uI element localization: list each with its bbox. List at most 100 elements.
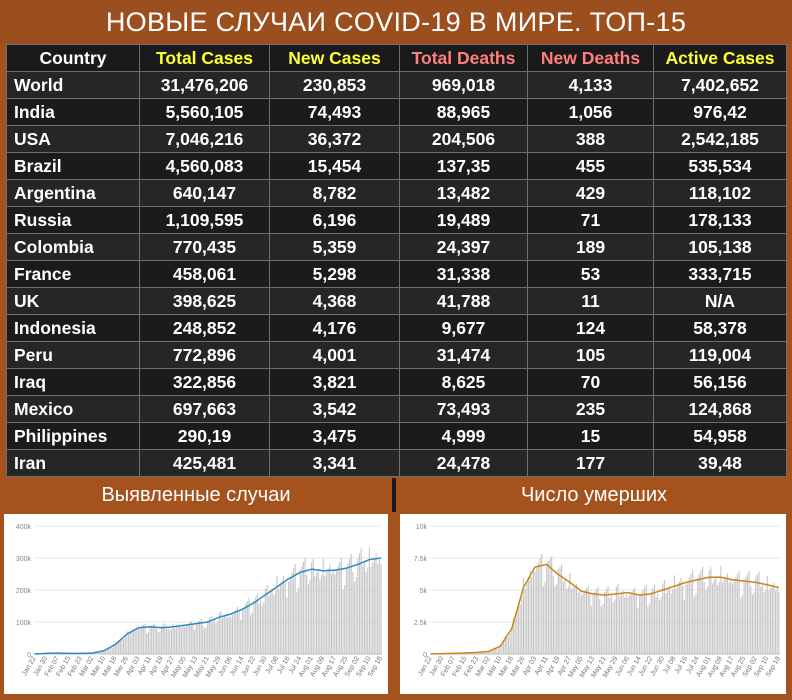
bar bbox=[627, 597, 629, 654]
cell-new-cases: 74,493 bbox=[269, 98, 400, 126]
col-header-total-deaths: Total Deaths bbox=[399, 44, 528, 72]
bar bbox=[132, 628, 135, 654]
y-tick-label: 0 bbox=[27, 652, 31, 659]
bar bbox=[504, 636, 506, 654]
bar bbox=[624, 597, 626, 654]
bar bbox=[174, 628, 176, 654]
bar bbox=[248, 597, 250, 654]
bar bbox=[136, 628, 138, 654]
bar bbox=[131, 630, 133, 654]
bar bbox=[363, 562, 366, 654]
bar bbox=[496, 649, 498, 654]
bar bbox=[98, 651, 100, 654]
cell-country: Russia bbox=[6, 206, 140, 234]
col-header-country: Country bbox=[6, 44, 140, 72]
cell-new-cases: 4,001 bbox=[269, 341, 400, 369]
col-header-new-cases: New Cases bbox=[269, 44, 400, 72]
bar bbox=[720, 566, 722, 654]
bar bbox=[756, 574, 758, 654]
bar bbox=[271, 588, 273, 654]
cell-country: Brazil bbox=[6, 152, 140, 180]
table-row: Colombia 770,435 5,359 24,397 189 105,138 bbox=[6, 233, 787, 261]
bar bbox=[253, 600, 255, 654]
bar bbox=[123, 638, 125, 654]
bar bbox=[715, 576, 717, 654]
bar bbox=[775, 590, 777, 654]
bar bbox=[474, 652, 476, 654]
cell-new-deaths: 1,056 bbox=[527, 98, 654, 126]
bar bbox=[362, 566, 364, 654]
bar bbox=[325, 572, 328, 654]
bar bbox=[263, 602, 265, 654]
bar bbox=[375, 553, 377, 654]
table-row: Philippines 290,19 3,475 4,999 15 54,958 bbox=[6, 422, 787, 450]
bar bbox=[609, 598, 611, 654]
table-row: Mexico 697,663 3,542 73,493 235 124,868 bbox=[6, 395, 787, 423]
bar bbox=[517, 604, 520, 654]
bar bbox=[680, 578, 682, 654]
bar bbox=[647, 606, 649, 654]
bar bbox=[350, 553, 352, 654]
cell-new-cases: 36,372 bbox=[269, 125, 400, 153]
bar bbox=[192, 624, 194, 654]
bar bbox=[207, 620, 209, 654]
bar bbox=[302, 561, 304, 654]
bar bbox=[478, 652, 480, 654]
cell-active-cases: 535,534 bbox=[653, 152, 787, 180]
bar bbox=[287, 581, 290, 654]
table-row: Iran 425,481 3,341 24,478 177 39,48 bbox=[6, 449, 787, 477]
bar bbox=[494, 647, 496, 654]
page-title: НОВЫЕ СЛУЧАИ COVID-19 В МИРЕ. ТОП-15 bbox=[0, 0, 792, 44]
cell-total-deaths: 24,478 bbox=[399, 449, 528, 477]
bar bbox=[306, 574, 308, 654]
cell-new-cases: 6,196 bbox=[269, 206, 400, 234]
bar bbox=[230, 617, 232, 654]
bar bbox=[677, 585, 679, 654]
table-row: Indonesia 248,852 4,176 9,677 124 58,378 bbox=[6, 314, 787, 342]
cell-new-deaths: 70 bbox=[527, 368, 654, 396]
bar bbox=[665, 593, 667, 654]
bar bbox=[683, 599, 685, 654]
bar bbox=[357, 558, 359, 654]
bar bbox=[314, 576, 316, 654]
bar bbox=[657, 593, 659, 654]
bar bbox=[612, 602, 614, 654]
bar bbox=[291, 572, 293, 654]
bar bbox=[703, 582, 705, 654]
bar bbox=[707, 586, 709, 654]
y-tick-label: 7.5k bbox=[414, 556, 428, 563]
bar bbox=[529, 570, 531, 654]
bar bbox=[223, 616, 225, 654]
bar bbox=[372, 562, 374, 654]
bar bbox=[297, 587, 300, 654]
bar bbox=[514, 619, 516, 654]
col-header-total-cases: Total Cases bbox=[139, 44, 270, 72]
bar bbox=[713, 579, 715, 654]
cell-new-cases: 3,475 bbox=[269, 422, 400, 450]
bar bbox=[743, 580, 745, 654]
y-tick-label: 400k bbox=[16, 524, 32, 531]
deaths-chart: 0 2.5k 5k 7.5k 10k Jan 22 Jan 30 Feb 07 Feb 15 Fe… bbox=[400, 514, 786, 694]
cell-total-cases: 458,061 bbox=[139, 260, 270, 288]
bar bbox=[250, 614, 252, 654]
bar bbox=[658, 600, 661, 654]
cell-total-cases: 7,046,216 bbox=[139, 125, 270, 153]
cell-new-cases: 4,176 bbox=[269, 314, 400, 342]
y-tick-label: 0 bbox=[423, 652, 427, 659]
bar bbox=[483, 651, 485, 654]
bar bbox=[141, 626, 143, 654]
cell-new-cases: 3,821 bbox=[269, 368, 400, 396]
bar bbox=[352, 571, 354, 654]
cell-new-cases: 8,782 bbox=[269, 179, 400, 207]
bar bbox=[256, 593, 258, 654]
bar bbox=[137, 629, 140, 654]
bar bbox=[134, 630, 136, 654]
bar bbox=[524, 589, 526, 654]
bar bbox=[501, 643, 503, 654]
bar bbox=[320, 575, 323, 654]
cell-total-deaths: 24,397 bbox=[399, 233, 528, 261]
bar bbox=[489, 650, 491, 654]
bar bbox=[579, 590, 581, 654]
bar bbox=[106, 648, 108, 654]
